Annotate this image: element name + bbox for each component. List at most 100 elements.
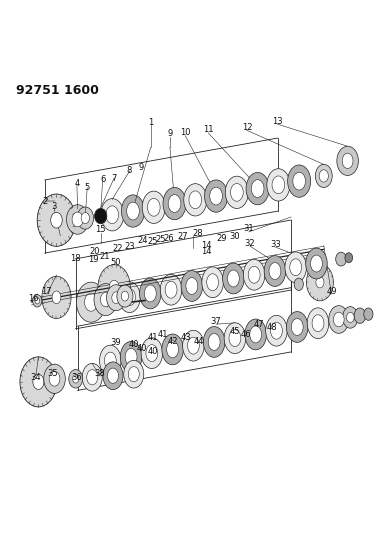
Text: 9: 9: [167, 130, 173, 138]
Text: 17: 17: [42, 287, 52, 296]
Ellipse shape: [337, 146, 358, 175]
Text: 31: 31: [244, 224, 254, 233]
Ellipse shape: [142, 191, 165, 223]
Ellipse shape: [288, 165, 311, 197]
Ellipse shape: [167, 341, 179, 358]
Text: 24: 24: [137, 236, 147, 245]
Text: 12: 12: [242, 123, 252, 132]
Ellipse shape: [51, 212, 62, 228]
Text: 27: 27: [177, 232, 188, 241]
Ellipse shape: [33, 374, 44, 390]
Ellipse shape: [140, 278, 161, 309]
Ellipse shape: [343, 306, 358, 328]
Ellipse shape: [76, 282, 106, 322]
Text: 21: 21: [99, 253, 110, 261]
Text: 35: 35: [47, 369, 58, 378]
Ellipse shape: [285, 252, 306, 282]
Text: 49: 49: [326, 287, 337, 296]
Ellipse shape: [101, 199, 124, 231]
Ellipse shape: [264, 256, 286, 286]
Ellipse shape: [69, 369, 83, 388]
Ellipse shape: [210, 187, 222, 205]
Ellipse shape: [144, 285, 156, 302]
Text: 20: 20: [90, 247, 100, 256]
Ellipse shape: [77, 207, 94, 229]
Ellipse shape: [147, 198, 160, 216]
Ellipse shape: [245, 319, 266, 350]
Text: 37: 37: [211, 317, 222, 326]
Text: 16: 16: [28, 294, 39, 303]
Ellipse shape: [44, 364, 65, 393]
Ellipse shape: [20, 357, 57, 407]
Ellipse shape: [312, 315, 324, 332]
Ellipse shape: [160, 274, 182, 305]
Ellipse shape: [294, 278, 303, 290]
Text: 14: 14: [201, 247, 212, 256]
Text: 45: 45: [229, 327, 240, 336]
Text: 10: 10: [180, 128, 191, 137]
Text: 30: 30: [229, 232, 240, 241]
Ellipse shape: [345, 253, 353, 263]
Ellipse shape: [329, 305, 349, 333]
Ellipse shape: [184, 184, 207, 216]
Ellipse shape: [95, 208, 107, 224]
Ellipse shape: [33, 295, 42, 307]
Text: 40: 40: [137, 344, 147, 352]
Text: 36: 36: [71, 373, 82, 382]
Ellipse shape: [66, 205, 89, 234]
Ellipse shape: [207, 274, 218, 290]
Text: 9: 9: [139, 163, 144, 172]
Ellipse shape: [121, 291, 129, 301]
Ellipse shape: [128, 367, 139, 382]
Text: 26: 26: [164, 235, 174, 243]
Ellipse shape: [82, 364, 102, 391]
Ellipse shape: [291, 319, 303, 335]
Ellipse shape: [189, 191, 201, 209]
Ellipse shape: [244, 260, 265, 290]
Ellipse shape: [127, 202, 139, 220]
Ellipse shape: [225, 176, 248, 208]
Ellipse shape: [94, 284, 117, 316]
Ellipse shape: [336, 252, 347, 266]
Ellipse shape: [35, 298, 39, 304]
Text: 2: 2: [42, 197, 47, 206]
Text: 25: 25: [155, 235, 166, 244]
Ellipse shape: [119, 282, 140, 312]
Text: 42: 42: [168, 337, 178, 346]
Ellipse shape: [342, 153, 353, 168]
Text: 48: 48: [266, 323, 277, 332]
Ellipse shape: [107, 285, 125, 311]
Ellipse shape: [188, 337, 199, 354]
Text: 41: 41: [147, 333, 158, 342]
Ellipse shape: [307, 308, 329, 338]
Ellipse shape: [306, 264, 334, 301]
Ellipse shape: [104, 352, 116, 369]
Text: 40: 40: [128, 340, 139, 349]
Ellipse shape: [230, 183, 243, 201]
Ellipse shape: [163, 188, 186, 220]
Ellipse shape: [146, 345, 158, 361]
Ellipse shape: [122, 195, 144, 227]
Text: 47: 47: [254, 320, 264, 329]
Ellipse shape: [186, 278, 198, 294]
Text: 40: 40: [147, 348, 158, 357]
Ellipse shape: [364, 308, 373, 320]
Ellipse shape: [141, 338, 163, 368]
Ellipse shape: [109, 280, 119, 294]
Text: 50: 50: [111, 258, 121, 267]
Ellipse shape: [224, 323, 246, 353]
Text: 33: 33: [270, 240, 281, 249]
Ellipse shape: [208, 334, 220, 350]
Ellipse shape: [85, 293, 98, 311]
Ellipse shape: [202, 267, 223, 297]
Ellipse shape: [37, 194, 76, 246]
Text: 41: 41: [158, 330, 168, 340]
Ellipse shape: [100, 293, 111, 307]
Ellipse shape: [168, 195, 181, 213]
Text: 14: 14: [201, 241, 212, 250]
Text: 18: 18: [70, 254, 81, 263]
Ellipse shape: [205, 180, 228, 212]
Text: 38: 38: [95, 369, 105, 378]
Text: 3: 3: [51, 203, 56, 212]
Ellipse shape: [347, 312, 354, 322]
